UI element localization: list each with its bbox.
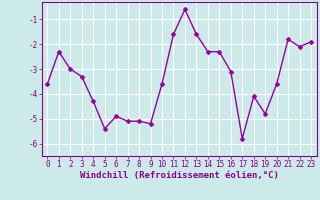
X-axis label: Windchill (Refroidissement éolien,°C): Windchill (Refroidissement éolien,°C) xyxy=(80,171,279,180)
